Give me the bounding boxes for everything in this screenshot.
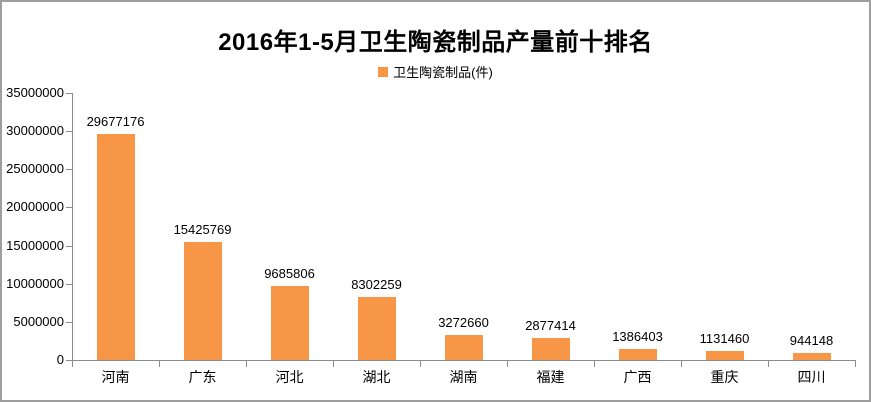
- bar-value-label: 3272660: [438, 315, 489, 331]
- y-axis-tick-label: 10000000: [6, 275, 64, 291]
- bar: [96, 133, 135, 360]
- y-axis-tick-label: 35000000: [6, 85, 64, 100]
- y-axis-tick: [66, 131, 72, 133]
- x-axis-label: 福建: [536, 369, 565, 385]
- y-axis-line: [72, 93, 73, 361]
- legend: 卫生陶瓷制品(件): [2, 62, 869, 81]
- x-axis-label: 广西: [623, 369, 652, 385]
- bar: [357, 296, 396, 360]
- x-axis-tick: [855, 361, 856, 367]
- bar: [270, 286, 309, 360]
- x-axis-tick: [246, 361, 247, 367]
- x-axis-tick: [681, 361, 682, 367]
- x-axis-tick: [72, 361, 73, 367]
- legend-label: 卫生陶瓷制品(件): [393, 65, 493, 80]
- y-axis-tick: [66, 245, 72, 247]
- bar: [792, 352, 831, 360]
- chart-title: 2016年1-5月卫生陶瓷制品产量前十排名: [218, 29, 653, 56]
- y-axis-tick: [66, 360, 72, 361]
- y-axis-tick: [66, 169, 72, 171]
- x-axis-label: 湖南: [449, 369, 478, 385]
- y-axis-tick-label: 30000000: [6, 123, 64, 139]
- y-axis-tick-label: 0: [56, 352, 64, 367]
- y-axis-tick: [66, 207, 72, 209]
- bar-value-label: 15425769: [173, 222, 232, 238]
- x-axis-label: 湖北: [362, 369, 391, 385]
- legend-swatch-icon: [378, 66, 389, 77]
- bar: [531, 338, 570, 360]
- bar: [705, 351, 744, 360]
- y-axis-tick: [66, 321, 72, 323]
- x-axis-tick: [507, 361, 508, 367]
- x-axis-line: [72, 360, 856, 361]
- x-axis-label: 河北: [275, 369, 304, 385]
- bar: [444, 335, 483, 360]
- x-axis-tick: [420, 361, 421, 367]
- y-axis-tick: [66, 283, 72, 285]
- x-axis-label: 四川: [797, 369, 826, 385]
- bar-value-label: 9685806: [264, 266, 315, 282]
- bar: [183, 242, 222, 360]
- x-axis-label: 河南: [101, 369, 130, 385]
- y-axis-tick-label: 25000000: [6, 161, 64, 177]
- bar-value-label: 2877414: [525, 318, 576, 334]
- x-axis-tick: [768, 361, 769, 367]
- y-axis-tick-label: 20000000: [6, 199, 64, 215]
- bar: [618, 349, 657, 360]
- bar-value-label: 8302259: [351, 276, 402, 292]
- x-axis-tick: [594, 361, 595, 367]
- x-axis-tick: [159, 361, 160, 367]
- bar-value-label: 1131460: [699, 331, 750, 347]
- x-axis-label: 重庆: [710, 369, 739, 385]
- bar-value-label: 29677176: [86, 113, 145, 129]
- bar-value-label: 1386403: [612, 329, 663, 345]
- x-axis-label: 广东: [188, 369, 217, 385]
- y-axis-tick-label: 5000000: [13, 313, 64, 329]
- y-axis-tick: [66, 93, 72, 94]
- bar-value-label: 944148: [789, 332, 834, 348]
- y-axis-tick-label: 15000000: [6, 237, 64, 253]
- x-axis-tick: [333, 361, 334, 367]
